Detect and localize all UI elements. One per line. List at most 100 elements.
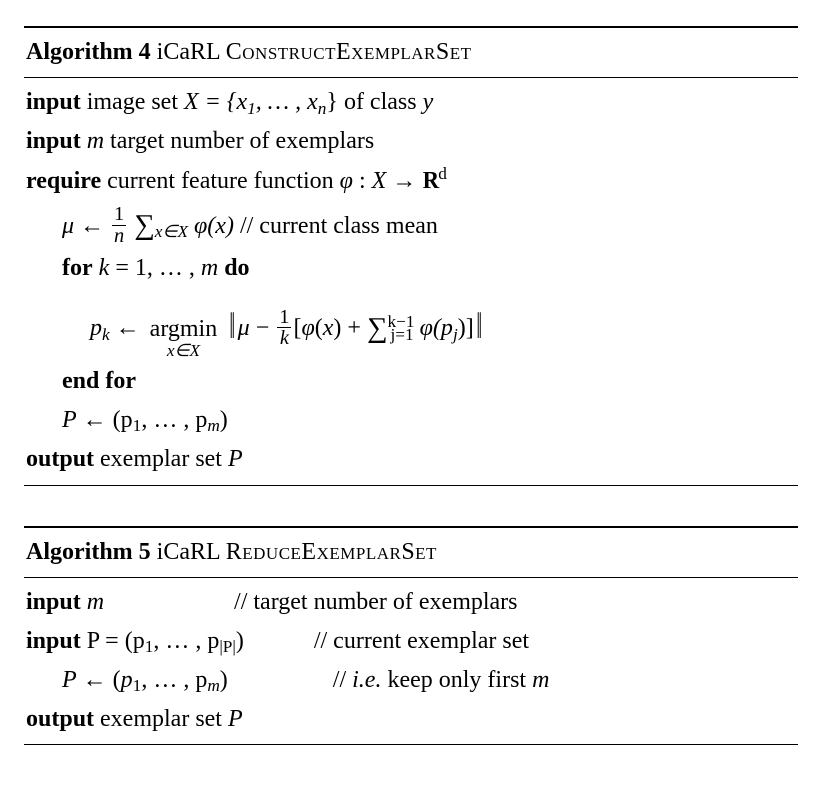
kw-require: require — [26, 168, 101, 194]
algorithm-4-block: Algorithm 4 iCaRL ConstructExemplarSet i… — [24, 26, 798, 486]
text: exemplar set — [94, 706, 228, 732]
sub: n — [318, 99, 327, 118]
kw-input: input — [26, 628, 81, 654]
colon: : — [353, 168, 372, 194]
close: ) — [220, 407, 228, 433]
algo4-header: Algorithm 4 iCaRL ConstructExemplarSet — [24, 34, 798, 71]
frac-1-n: 1n — [112, 204, 126, 246]
text: of class — [338, 89, 423, 115]
m: m — [201, 255, 218, 281]
algo4-input2: input m target number of exemplars — [26, 123, 796, 160]
frac-1-k: 1k — [277, 307, 291, 349]
kw-do: do — [218, 255, 249, 281]
math: X = {x — [184, 89, 247, 115]
close: ) — [236, 628, 244, 654]
algo4-title-name: iCaRL — [151, 39, 226, 65]
arrow: ← — [110, 315, 146, 341]
algo4-title-sc: ConstructExemplarSet — [226, 39, 472, 65]
kw-input: input — [26, 89, 81, 115]
sum-symbol: ∑ — [134, 209, 155, 241]
algo5-title-prefix: Algorithm 5 — [26, 539, 151, 565]
math: , … , x — [256, 89, 318, 115]
algo4-mean-line: μ ← 1n ∑x∈X φ(x) // current class mean — [26, 202, 796, 248]
algo5-title-name: iCaRL — [151, 539, 226, 565]
mu: μ — [238, 315, 250, 341]
rule-top — [24, 526, 798, 528]
sub: 1 — [247, 99, 256, 118]
algo5-header: Algorithm 5 iCaRL ReduceExemplarSet — [24, 534, 798, 571]
subm: m — [207, 676, 219, 695]
algo4-input1: input image set X = {x1, … , xn} of clas… — [26, 84, 796, 121]
norm-open: ‖ — [230, 298, 236, 356]
sum-sub: j=1 — [390, 325, 413, 344]
mid: , … , p — [141, 667, 207, 693]
comment: // current exemplar set — [314, 628, 529, 654]
rule-bottom — [24, 744, 798, 745]
rule-top — [24, 26, 798, 28]
math-m: m — [87, 128, 104, 154]
rule-mid — [24, 577, 798, 578]
P: P — [228, 446, 243, 472]
phi-x: φ — [301, 315, 314, 341]
comment: // current class mean — [234, 213, 438, 239]
comment: // target number of exemplars — [234, 589, 517, 615]
math-y: y — [423, 89, 434, 115]
algo4-body: input image set X = {x1, … , xn} of clas… — [24, 84, 798, 478]
text: current feature function — [101, 168, 340, 194]
algo5-output: output exemplar set P — [26, 701, 796, 738]
arrow-open: ← (p — [77, 407, 133, 433]
rule-mid — [24, 77, 798, 78]
text: target number of exemplars — [104, 128, 374, 154]
rule-bottom — [24, 485, 798, 486]
text: exemplar set — [94, 446, 228, 472]
p: p — [90, 315, 102, 341]
algo4-for: for k = 1, … , m do — [26, 250, 796, 287]
P: P — [228, 706, 243, 732]
subP: |P| — [219, 637, 236, 656]
cal-X: X — [372, 168, 387, 194]
math: } — [326, 89, 338, 115]
mid: , … , p — [141, 407, 207, 433]
algo4-title-prefix: Algorithm 4 — [26, 39, 151, 65]
phi-x: φ(x) — [188, 213, 234, 239]
arrow: ← — [74, 213, 110, 239]
m: m — [81, 589, 104, 615]
phi: φ — [340, 168, 353, 194]
algo4-P-line: P ← (p1, … , pm) — [26, 402, 796, 439]
arrow: → — [386, 168, 422, 194]
sub-k: k — [102, 325, 110, 344]
sub1: 1 — [145, 637, 154, 656]
sub1: 1 — [133, 416, 142, 435]
kw-for: for — [62, 255, 93, 281]
kw-output: output — [26, 446, 94, 472]
k: k — [99, 255, 110, 281]
eq: = 1, … , — [109, 255, 201, 281]
subm: m — [207, 416, 219, 435]
sum-sub: x∈X — [155, 222, 188, 241]
comment: // i.e. keep only first m — [333, 667, 550, 693]
close: ) — [220, 667, 228, 693]
sum-symbol: ∑ — [367, 312, 388, 344]
algo5-input1: input m // target number of exemplars — [26, 584, 796, 621]
kw-output: output — [26, 706, 94, 732]
algo5-body: input m // target number of exemplars in… — [24, 584, 798, 739]
mu: μ — [62, 213, 74, 239]
algo5-title-sc: ReduceExemplarSet — [226, 539, 437, 565]
sup-d: d — [438, 164, 447, 183]
minus: − — [250, 315, 276, 341]
norm-close: ‖ — [476, 298, 482, 356]
open: P = (p — [81, 628, 145, 654]
close: )] — [458, 315, 474, 341]
kw-input: input — [26, 589, 81, 615]
sub1: 1 — [133, 676, 142, 695]
algo5-input2: input P = (p1, … , p|P|) // current exem… — [26, 623, 796, 660]
kw-endfor: end for — [62, 368, 136, 394]
algo5-assign: P ← (p1, … , pm) // i.e. keep only first… — [26, 662, 822, 699]
P: P — [62, 407, 77, 433]
text: image set — [81, 89, 184, 115]
argmin: argminx∈X — [150, 317, 218, 360]
mid: , … , p — [153, 628, 219, 654]
phi-pj: φ(p — [414, 315, 453, 341]
algo4-endfor: end for — [26, 363, 796, 400]
algo4-pk-line: pk ← argminx∈X ‖μ − 1k[φ(x) + ∑k−1j=1 φ(… — [26, 295, 796, 353]
